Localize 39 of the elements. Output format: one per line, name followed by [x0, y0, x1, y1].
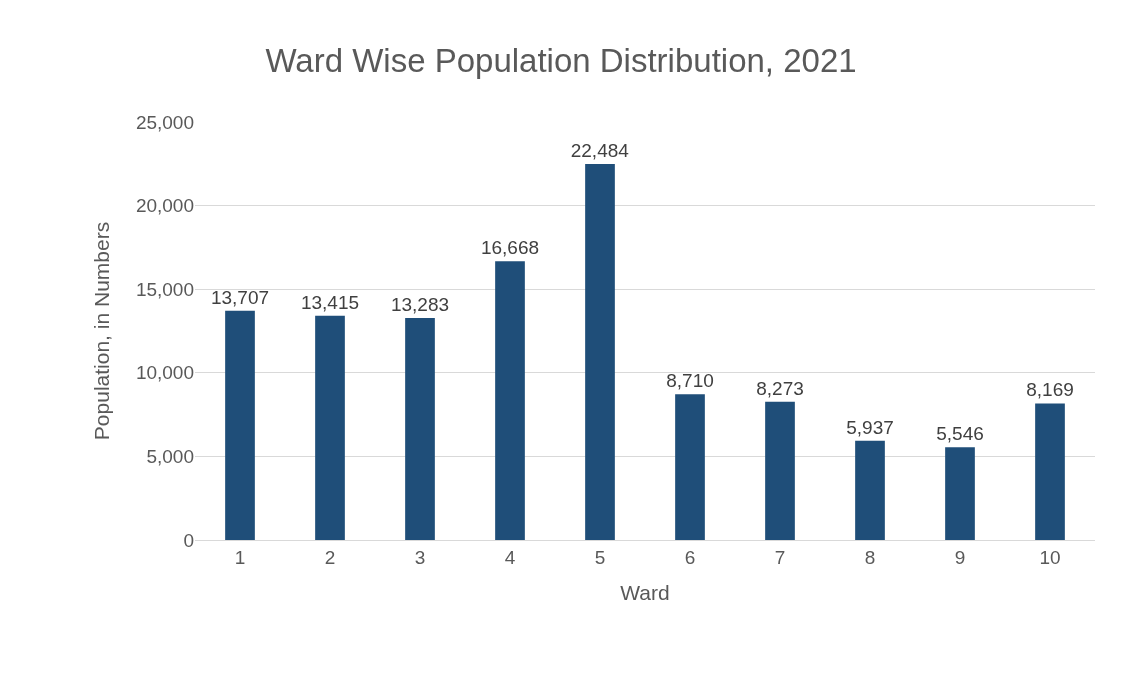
- x-tick-label: 3: [414, 546, 426, 568]
- data-label: 13,415: [300, 291, 360, 313]
- chart-title: Ward Wise Population Distribution, 2021: [265, 42, 857, 80]
- x-tick-label: 4: [504, 546, 516, 568]
- data-label: 8,169: [1026, 379, 1074, 401]
- data-label: 16,668: [480, 237, 540, 259]
- y-tick-label: 0: [183, 529, 194, 551]
- data-label: 8,710: [666, 370, 714, 392]
- x-tick-label: 6: [684, 546, 696, 568]
- y-tick-label: 15,000: [135, 278, 194, 300]
- y-tick-label: 10,000: [135, 362, 194, 384]
- x-tick-label: 9: [954, 546, 966, 568]
- x-tick-label: 2: [324, 546, 336, 568]
- bar: [675, 394, 705, 540]
- bar: [855, 440, 885, 540]
- bar: [315, 315, 345, 540]
- x-tick-label: 5: [594, 546, 606, 568]
- x-tick-label: 8: [864, 546, 876, 568]
- bar: [945, 447, 975, 540]
- data-label: 8,273: [756, 377, 804, 399]
- bar: [225, 310, 255, 540]
- data-label: 5,546: [936, 423, 984, 445]
- data-label: 5,937: [846, 416, 894, 438]
- x-axis-title: Ward: [620, 581, 670, 604]
- bar: [585, 164, 615, 540]
- x-tick-label: 10: [1039, 546, 1061, 568]
- data-label: 13,707: [210, 286, 270, 308]
- data-label: 13,283: [390, 293, 450, 315]
- bar: [1035, 403, 1065, 540]
- bar: [405, 317, 435, 540]
- bar: [495, 261, 525, 540]
- y-tick-label: 20,000: [135, 195, 194, 217]
- y-axis-title: Population, in Numbers: [90, 221, 114, 441]
- x-tick-label: 1: [234, 546, 246, 568]
- data-label: 22,484: [570, 140, 630, 162]
- x-tick-label: 7: [774, 546, 786, 568]
- y-tick-label: 5,000: [146, 446, 194, 468]
- bar: [765, 401, 795, 540]
- y-tick-label: 25,000: [135, 111, 194, 133]
